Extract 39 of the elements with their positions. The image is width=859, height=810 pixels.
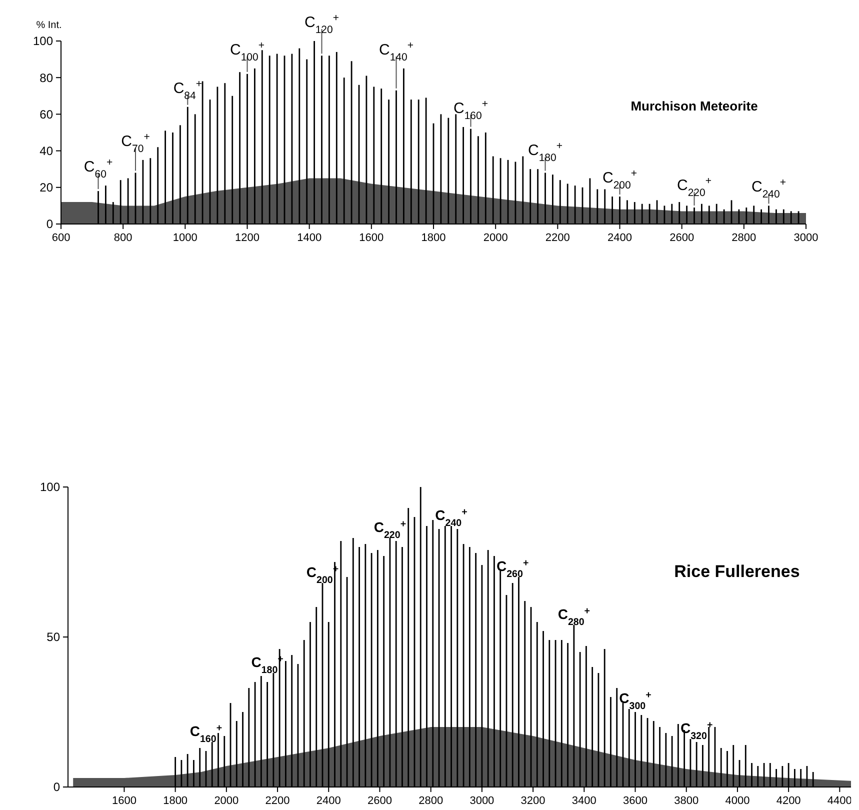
x-tick-label: 800 [114, 232, 132, 244]
y-axis-title: % Int. [36, 20, 62, 31]
x-tick-label: 1800 [163, 795, 188, 807]
y-tick-label: 20 [40, 180, 54, 195]
x-tick-label: 600 [52, 232, 70, 244]
x-tick-label: 2400 [316, 795, 341, 807]
x-tick-label: 2000 [483, 232, 508, 244]
x-tick-label: 2600 [670, 232, 694, 244]
x-tick-label: 2800 [418, 795, 444, 807]
text: Murchison Meteorite [630, 98, 758, 114]
x-tick-label: 1600 [359, 232, 384, 244]
x-tick-label: 2600 [367, 795, 392, 807]
y-tick-label: 100 [32, 34, 54, 48]
x-tick-label: 1400 [297, 232, 322, 244]
y-tick-label: 60 [40, 107, 54, 122]
y-tick-label: 100 [40, 480, 60, 494]
x-tick-label: 2200 [545, 232, 570, 244]
x-tick-label: 1200 [235, 232, 260, 244]
x-tick-label: 1800 [421, 232, 446, 244]
x-tick-label: 4000 [725, 795, 750, 807]
x-tick-label: 2200 [265, 795, 290, 807]
y-tick-label: 0 [46, 217, 54, 232]
x-tick-label: 4200 [776, 795, 801, 807]
x-tick-label: 2800 [732, 232, 756, 244]
x-tick-label: 3000 [794, 232, 818, 244]
text: Rice Fullerenes [674, 562, 800, 581]
x-tick-label: 2000 [214, 795, 239, 807]
x-tick-label: 1600 [112, 795, 136, 807]
y-tick-label: 80 [40, 70, 54, 85]
x-tick-label: 3800 [674, 795, 699, 807]
x-tick-label: 1000 [172, 232, 198, 244]
x-tick-label: 3000 [470, 795, 494, 807]
y-tick-label: 40 [40, 144, 54, 158]
y-tick-label: 0 [53, 780, 60, 794]
x-tick-label: 3200 [520, 795, 546, 807]
y-tick-label: 50 [46, 630, 60, 644]
x-tick-label: 3400 [572, 795, 596, 807]
x-tick-label: 3600 [623, 795, 648, 807]
x-tick-label: 2400 [608, 232, 632, 244]
